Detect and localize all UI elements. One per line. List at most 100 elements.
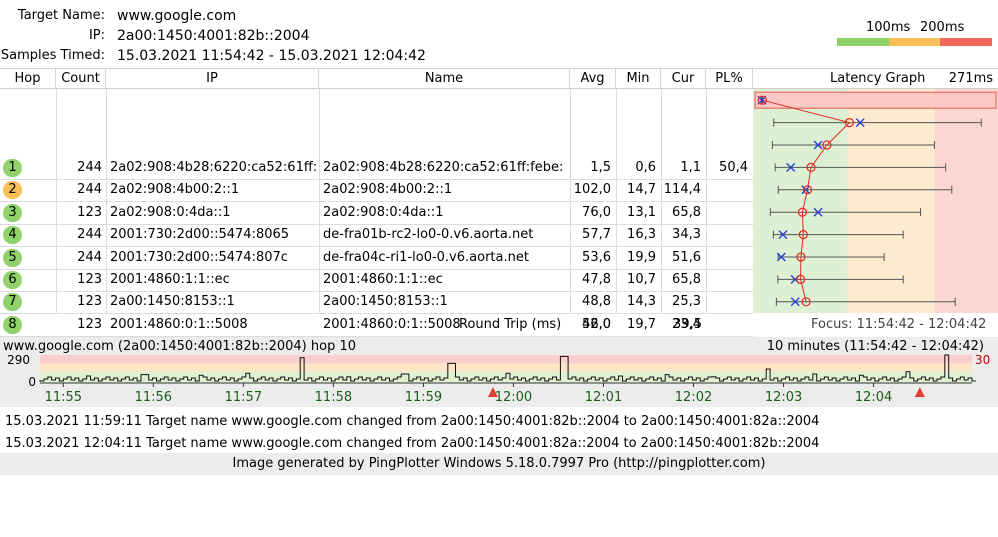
- average-latency-point: [844, 117, 855, 128]
- hop-avg: 1,5: [590, 160, 611, 175]
- current-latency-marker: [855, 118, 865, 128]
- hop-count: 123: [77, 316, 102, 332]
- hop-ip: 2001:730:2d00::5474:8065: [110, 227, 290, 243]
- ip-value: 2a00:1450:4001:82b::2004: [117, 28, 310, 44]
- hop-cur: 65,8: [672, 204, 701, 220]
- latency-graph-max: 271ms: [948, 71, 993, 86]
- hop-avg: 46,0: [582, 316, 611, 332]
- hop-count: 244: [77, 160, 102, 175]
- average-latency-point: [801, 297, 811, 307]
- graph-zone-yellow: [847, 89, 935, 313]
- average-latency-point: [757, 95, 767, 105]
- timeline-title: www.google.com (2a00:1450:4001:82b::2004…: [3, 339, 357, 354]
- hop-row[interactable]: 8 123 2001:4860:0:1::5008 2001:4860:0:1::50…: [0, 314, 753, 337]
- column-divider: [56, 89, 57, 313]
- hop-min: 13,1: [627, 204, 656, 220]
- event-log-entry: 15.03.2021 11:59:11 Target name www.goog…: [5, 414, 820, 429]
- current-latency-marker: [790, 297, 800, 307]
- timeline-tick-label: 11:56: [135, 390, 172, 405]
- column-header-pl[interactable]: PL%: [706, 68, 753, 89]
- hop-row[interactable]: 7 123 2a00:1450:8153::1 2a00:1450:8153::1 48…: [0, 291, 753, 315]
- timeline-panel: www.google.com (2a00:1450:4001:82b::2004…: [0, 337, 998, 407]
- column-header-min[interactable]: Min: [616, 68, 661, 89]
- current-latency-marker: [778, 230, 788, 240]
- column-divider: [319, 89, 320, 313]
- average-latency-point: [806, 162, 816, 173]
- hop-row[interactable]: 2 244 2a02:908:4b00:2::1 2a02:908:4b00:2::1…: [0, 179, 753, 203]
- hop-avg: 76,0: [582, 204, 611, 220]
- hop-avg: 53,6: [582, 249, 611, 265]
- column-divider: [106, 89, 107, 313]
- column-header-name[interactable]: Name: [319, 68, 570, 89]
- current-latency-marker: [801, 185, 811, 195]
- column-divider: [661, 89, 662, 313]
- hop-name: 2a02:908:4b28:6220:ca52:61ff:febe:: [323, 160, 564, 175]
- hop-cur: 114,4: [663, 182, 701, 198]
- legend-200ms: 200ms: [920, 20, 965, 35]
- hop-pl: 50,4: [719, 160, 748, 175]
- hop-row[interactable]: 6 123 2001:4860:1:1::ec 2001:4860:1:1::ec 47…: [0, 269, 753, 292]
- column-header-avg[interactable]: Avg: [570, 68, 616, 89]
- timeline-tick-label: 12:04: [855, 390, 892, 405]
- hop-row[interactable]: 4 244 2001:730:2d00::5474:8065 de-fra01b-rc…: [0, 224, 753, 248]
- hop-avg: 47,8: [582, 272, 611, 287]
- timeline-tick-label: 11:55: [45, 390, 82, 405]
- hop-avg: 48,8: [582, 294, 611, 310]
- hop-number-badge: 6: [3, 271, 22, 289]
- round-trip-row: Round Trip (ms) 52,0 39,5 Focus: 11:54:4…: [0, 313, 998, 336]
- focus-range: Focus: 11:54:42 - 12:04:42: [811, 317, 987, 332]
- event-log-entry: 15.03.2021 12:04:11 Target name www.goog…: [5, 436, 820, 451]
- hop-ip: 2a02:908:4b28:6220:ca52:61ff:febe:a7a0: [110, 160, 316, 175]
- hop-row[interactable]: 1 244 2a02:908:4b28:6220:ca52:61ff:febe:a7…: [0, 157, 753, 180]
- column-header-cur[interactable]: Cur: [661, 68, 706, 89]
- hop-number-badge: 7: [3, 293, 22, 312]
- hop-name: 2a00:1450:8153::1: [323, 294, 448, 310]
- hop-ip: 2a02:908:4b00:2::1: [110, 182, 240, 198]
- samples-timed-value: 15.03.2021 11:54:42 - 15.03.2021 12:04:4…: [117, 48, 426, 64]
- hop-ip: 2001:4860:1:1::ec: [110, 272, 230, 287]
- timeline-tick-label: 12:00: [495, 390, 532, 405]
- hop-number-badge: 1: [3, 159, 22, 177]
- column-divider: [706, 89, 707, 313]
- timeline-range: 10 minutes (11:54:42 - 12:04:42): [766, 339, 984, 354]
- hop-count: 244: [77, 182, 102, 198]
- column-header-count[interactable]: Count: [56, 68, 106, 89]
- footer: Image generated by PingPlotter Windows 5…: [0, 453, 998, 475]
- hop-cur: 51,6: [672, 249, 701, 265]
- hop-min: 14,7: [627, 182, 656, 198]
- hop-avg: 102,0: [573, 182, 611, 198]
- hop-number-badge: 5: [3, 248, 22, 267]
- current-latency-marker: [813, 207, 823, 217]
- hop-name: 2a02:908:0:4da::1: [323, 204, 444, 220]
- hop-number-badge: 2: [3, 181, 22, 200]
- hop-name: 2001:4860:0:1::5008: [323, 316, 461, 332]
- column-header-ip[interactable]: IP: [106, 68, 319, 89]
- hop-min: 19,7: [627, 316, 656, 332]
- target-name-label: Target Name:: [17, 8, 105, 23]
- timeline-tick-label: 12:02: [675, 390, 712, 405]
- packet-loss-marker: [487, 387, 498, 397]
- graph-zone-red: [934, 89, 998, 313]
- hop-count: 244: [77, 227, 102, 243]
- column-header-hop[interactable]: Hop: [0, 68, 56, 89]
- hop-cur: 25,3: [672, 294, 701, 310]
- hop-cur: 23,4: [672, 316, 701, 332]
- hop-ip: 2001:4860:0:1::5008: [110, 316, 248, 332]
- timeline-latency-trace: [39, 354, 976, 382]
- target-name-value: www.google.com: [117, 8, 237, 24]
- hop-count: 123: [77, 294, 102, 310]
- hop-row[interactable]: 3 123 2a02:908:0:4da::1 2a02:908:0:4da::1 76…: [0, 202, 753, 225]
- legend-100ms: 100ms: [866, 20, 911, 35]
- timeline-chart[interactable]: 290 0 30 11:55 11:56 11:57 11:58 11:59 12:00 12:0…: [0, 353, 998, 407]
- average-latency-line: [762, 99, 851, 302]
- latency-graph-title: Latency Graph: [830, 71, 926, 86]
- samples-timed-label: Samples Timed:: [0, 48, 105, 63]
- ip-label: IP:: [88, 28, 105, 43]
- timeline-tick-label: 11:59: [405, 390, 442, 405]
- column-header-latency-graph[interactable]: Latency Graph 271ms: [753, 68, 998, 89]
- hop-row[interactable]: 5 244 2001:730:2d00::5474:807c de-fra04c-ri…: [0, 247, 753, 270]
- hop-name: 2a02:908:4b00:2::1: [323, 182, 453, 198]
- round-trip-label: Round Trip (ms): [459, 317, 562, 332]
- hop-number-badge: 4: [3, 226, 22, 245]
- timeline-pl-max: 30: [975, 353, 990, 367]
